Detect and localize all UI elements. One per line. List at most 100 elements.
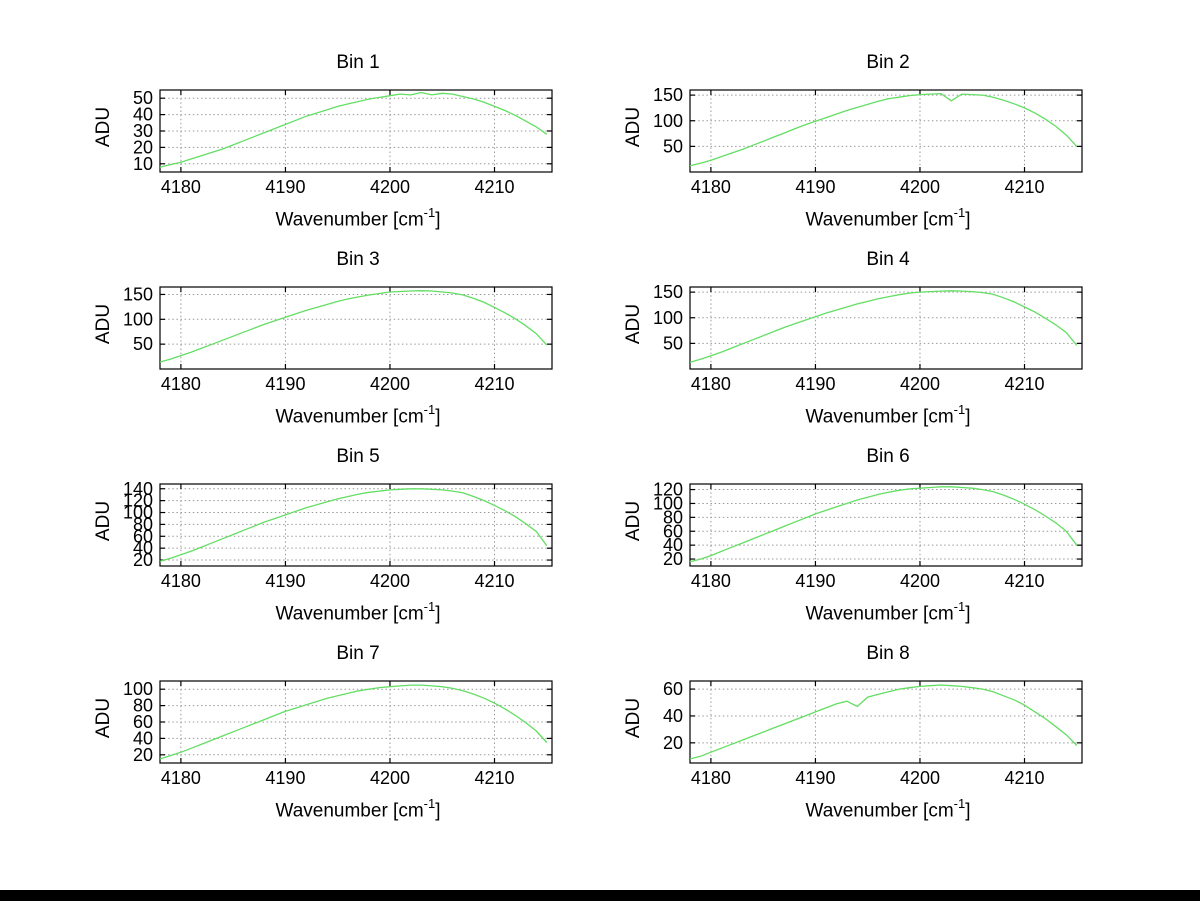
x-axis-label: Wavenumber [cm-1]: [160, 205, 556, 231]
svg-text:100: 100: [123, 309, 153, 329]
svg-text:150: 150: [123, 285, 153, 305]
svg-text:4200: 4200: [900, 768, 940, 788]
svg-text:50: 50: [663, 136, 683, 156]
svg-text:40: 40: [133, 538, 153, 558]
y-axis-label: ADU: [623, 303, 644, 345]
svg-text:4200: 4200: [370, 768, 410, 788]
plot-title: Bin 7: [336, 643, 380, 664]
svg-text:120: 120: [653, 480, 683, 500]
svg-text:100: 100: [123, 679, 153, 699]
subplot-bin-4: Bin 4 ADU 4180 4190 4200 4210 50 100 150 Waven…: [618, 245, 1148, 437]
subplot-bin-5: Bin 5 ADU 4180 4190 4200 4210 20 40 60 80 100 120…: [88, 442, 618, 634]
bottom-edge-bar: [0, 890, 1200, 901]
plot-title: Bin 1: [336, 52, 380, 73]
svg-text:4200: 4200: [370, 571, 410, 591]
x-axis-label-text: Wavenumber [cm: [805, 209, 954, 231]
svg-text:4200: 4200: [900, 374, 940, 394]
plot-title: Bin 8: [866, 643, 910, 664]
svg-text:20: 20: [663, 733, 683, 753]
svg-text:100: 100: [653, 111, 683, 131]
svg-text:50: 50: [133, 88, 153, 108]
plot-title: Bin 3: [336, 249, 380, 270]
svg-text:4190: 4190: [265, 768, 305, 788]
svg-text:4200: 4200: [370, 374, 410, 394]
x-axis-label: Wavenumber [cm-1]: [690, 205, 1086, 231]
svg-text:150: 150: [653, 86, 683, 105]
x-axis-label-close: ]: [965, 800, 971, 822]
x-axis-label-text: Wavenumber [cm: [275, 800, 424, 822]
svg-text:80: 80: [133, 514, 153, 534]
svg-text:40: 40: [133, 105, 153, 125]
svg-text:40: 40: [133, 728, 153, 748]
svg-text:4210: 4210: [1004, 768, 1044, 788]
x-axis-label-text: Wavenumber [cm: [275, 406, 424, 428]
svg-text:120: 120: [123, 491, 153, 511]
x-axis-label-superscript: -1: [953, 402, 966, 417]
svg-text:100: 100: [123, 503, 153, 523]
svg-text:4210: 4210: [474, 571, 514, 591]
x-axis-label-text: Wavenumber [cm: [805, 800, 954, 822]
y-axis-label: ADU: [93, 500, 114, 542]
svg-text:4180: 4180: [691, 374, 731, 394]
plot-area: 4180 4190 4200 4210 50 100 150: [653, 86, 1083, 197]
y-axis-label: ADU: [93, 697, 114, 739]
x-axis-label-close: ]: [965, 603, 971, 625]
svg-text:60: 60: [133, 526, 153, 546]
plot-title: Bin 2: [866, 52, 910, 73]
svg-text:4180: 4180: [161, 768, 201, 788]
subplot-bin-6: Bin 6 ADU 4180 4190 4200 4210 20 40 60 80 100 120…: [618, 442, 1148, 634]
x-axis-label-text: Wavenumber [cm: [275, 209, 424, 231]
subplot-bin-2: Bin 2 ADU 4180 4190 4200 4210 50 100 150 Waven…: [618, 48, 1148, 240]
svg-text:60: 60: [663, 679, 683, 699]
x-axis-label-close: ]: [435, 209, 441, 231]
svg-text:4180: 4180: [691, 768, 731, 788]
svg-text:50: 50: [133, 334, 153, 354]
y-axis-label: ADU: [623, 500, 644, 542]
y-axis-label: ADU: [623, 106, 644, 148]
x-axis-label: Wavenumber [cm-1]: [160, 796, 556, 822]
plot-title: Bin 5: [336, 446, 380, 467]
y-axis-label: ADU: [623, 697, 644, 739]
subplot-bin-8: Bin 8 ADU 4180 4190 4200 4210 20 40 60 Wavenum…: [618, 639, 1148, 831]
svg-text:20: 20: [133, 550, 153, 570]
x-axis-label-close: ]: [435, 800, 441, 822]
x-axis-label-superscript: -1: [953, 599, 966, 614]
svg-text:4200: 4200: [900, 177, 940, 197]
plot-area: 4180 4190 4200 4210 50 100 150: [123, 285, 553, 394]
subplot-bin-3: Bin 3 ADU 4180 4190 4200 4210 50 100 150 Waven…: [88, 245, 618, 437]
svg-text:20: 20: [133, 745, 153, 765]
plot-area: 4180 4190 4200 4210 20 40 60: [663, 679, 1083, 788]
x-axis-label-text: Wavenumber [cm: [275, 603, 424, 625]
x-axis-label-close: ]: [435, 406, 441, 428]
svg-text:4180: 4180: [691, 177, 731, 197]
svg-text:50: 50: [663, 333, 683, 353]
svg-text:4180: 4180: [161, 177, 201, 197]
plot-title: Bin 6: [866, 446, 910, 467]
svg-text:4190: 4190: [265, 571, 305, 591]
svg-text:4180: 4180: [161, 374, 201, 394]
x-axis-label-close: ]: [965, 209, 971, 231]
y-axis-label: ADU: [93, 106, 114, 148]
x-axis-label: Wavenumber [cm-1]: [690, 599, 1086, 625]
svg-text:40: 40: [663, 706, 683, 726]
x-axis-label: Wavenumber [cm-1]: [160, 599, 556, 625]
svg-text:140: 140: [123, 480, 153, 499]
svg-text:30: 30: [133, 121, 153, 141]
svg-text:80: 80: [663, 507, 683, 527]
svg-text:4190: 4190: [265, 374, 305, 394]
svg-text:60: 60: [133, 712, 153, 732]
svg-text:20: 20: [133, 137, 153, 157]
svg-text:4180: 4180: [691, 571, 731, 591]
x-axis-label-close: ]: [965, 406, 971, 428]
svg-text:4210: 4210: [474, 177, 514, 197]
svg-text:4180: 4180: [161, 571, 201, 591]
svg-text:4210: 4210: [474, 374, 514, 394]
svg-text:4210: 4210: [1004, 571, 1044, 591]
svg-text:4190: 4190: [265, 177, 305, 197]
svg-text:4210: 4210: [474, 768, 514, 788]
subplot-bin-1: Bin 1 ADU 4180 4190 4200 4210 10 20 30 40 50 Wav…: [88, 48, 618, 240]
